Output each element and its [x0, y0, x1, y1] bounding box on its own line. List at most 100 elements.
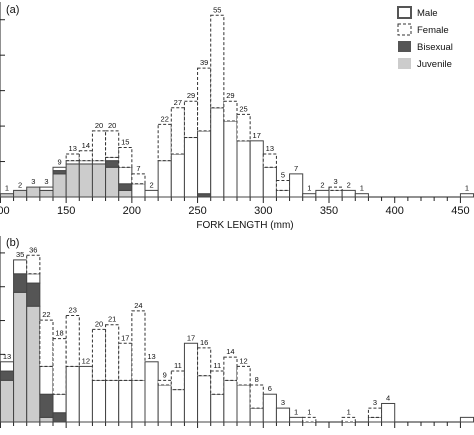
- data-label: 11: [174, 361, 182, 370]
- bar-male: [170, 389, 185, 423]
- bar-female: [91, 130, 107, 162]
- bar-male: [275, 407, 291, 423]
- bar-female: [249, 384, 264, 409]
- bar-female: [157, 123, 172, 162]
- bar-male: [52, 393, 67, 414]
- x-tick-label: 350: [320, 205, 338, 217]
- data-label: 20: [95, 121, 103, 130]
- data-label: 6: [268, 384, 272, 393]
- bar-juvenile: [52, 173, 67, 198]
- data-label: 25: [239, 104, 247, 113]
- bar-bisexual: [52, 412, 67, 423]
- bar-female: [262, 153, 277, 168]
- bar-female: [275, 179, 291, 191]
- bar-juvenile: [65, 163, 80, 198]
- bar-female: [131, 310, 146, 381]
- bar-juvenile: [118, 189, 133, 198]
- data-label: 17: [253, 131, 261, 140]
- bar-female: [170, 107, 185, 155]
- data-label: 36: [29, 245, 37, 254]
- data-label: 24: [134, 301, 142, 310]
- legend-swatch-male: [397, 6, 412, 19]
- panel-b: 1335362218231220211724139111716111412863…: [0, 236, 474, 428]
- bar-juvenile: [105, 166, 120, 198]
- bar-male: [210, 107, 225, 198]
- bar-male: [65, 365, 80, 423]
- bar-male: [118, 166, 133, 185]
- bar-female: [197, 347, 212, 377]
- data-label: 11: [213, 361, 221, 370]
- bar-male: [105, 379, 120, 423]
- bar-juvenile: [26, 186, 41, 198]
- data-label: 7: [136, 164, 140, 173]
- data-label: 9: [163, 370, 167, 379]
- bar-juvenile: [13, 189, 28, 198]
- bar-male: [144, 189, 159, 198]
- bar-juvenile: [78, 163, 93, 198]
- bar-male: [236, 384, 251, 423]
- bar-male: [381, 402, 396, 423]
- bar-juvenile: [91, 163, 107, 198]
- bar-juvenile: [13, 291, 28, 423]
- legend-label-male: Male: [417, 8, 438, 19]
- bar-male: [249, 140, 264, 198]
- bar-male: [223, 120, 238, 198]
- legend-swatch-female: [397, 23, 412, 36]
- bar-female: [302, 416, 317, 423]
- data-label: 8: [255, 375, 259, 384]
- x-tick-label: 400: [386, 205, 404, 217]
- data-label: 4: [386, 393, 390, 402]
- legend-swatch-juvenile: [398, 58, 411, 69]
- data-label: 55: [213, 5, 221, 14]
- bar-male: [91, 379, 107, 423]
- data-label: 29: [226, 91, 234, 100]
- bar-male: [275, 189, 291, 198]
- data-label: 13: [69, 144, 77, 153]
- data-label: 17: [121, 333, 129, 342]
- data-label: 14: [226, 347, 234, 356]
- data-label: 22: [42, 310, 50, 319]
- data-label: 39: [200, 58, 208, 67]
- bar-male: [262, 393, 277, 423]
- bar-male: [183, 342, 199, 423]
- bar-female: [131, 173, 146, 185]
- x-tick-label: 100: [0, 205, 10, 217]
- bar-male: [39, 186, 54, 191]
- bar-male: [197, 130, 212, 195]
- bar-female: [210, 370, 225, 395]
- x-tick-label: 250: [188, 205, 206, 217]
- legend: Male Female Bisexual Juvenile: [397, 6, 453, 70]
- bar-male: [78, 365, 93, 423]
- panel-label: (a): [6, 4, 19, 16]
- bar-female: [341, 416, 356, 423]
- data-label: 9: [57, 157, 61, 166]
- data-label: 13: [266, 144, 274, 153]
- bar-male: [289, 173, 304, 198]
- data-label: 1: [307, 184, 311, 193]
- data-label: 13: [147, 352, 155, 361]
- x-tick-label: 300: [254, 205, 272, 217]
- bar-male: [341, 189, 356, 198]
- bar-female: [367, 407, 383, 418]
- bar-bisexual: [0, 370, 15, 381]
- bar-female: [118, 146, 133, 168]
- bar-female: [118, 342, 133, 381]
- bar-male: [144, 361, 159, 423]
- bar-female: [65, 153, 80, 162]
- data-label: 14: [82, 141, 90, 150]
- bar-female: [65, 314, 80, 367]
- data-label: 2: [18, 180, 22, 189]
- bar-male: [13, 259, 28, 275]
- data-label: 18: [55, 329, 63, 338]
- bar-male: [367, 416, 383, 423]
- bar-male: [354, 193, 369, 198]
- data-label: 12: [239, 356, 247, 365]
- data-label: 3: [31, 177, 35, 186]
- data-label: 1: [307, 407, 311, 416]
- bar-juvenile: [0, 379, 15, 423]
- bar-male: [91, 160, 107, 165]
- data-label: 35: [16, 250, 24, 259]
- bar-female: [39, 319, 54, 367]
- bar-male: [0, 361, 15, 372]
- data-label: 13: [3, 352, 11, 361]
